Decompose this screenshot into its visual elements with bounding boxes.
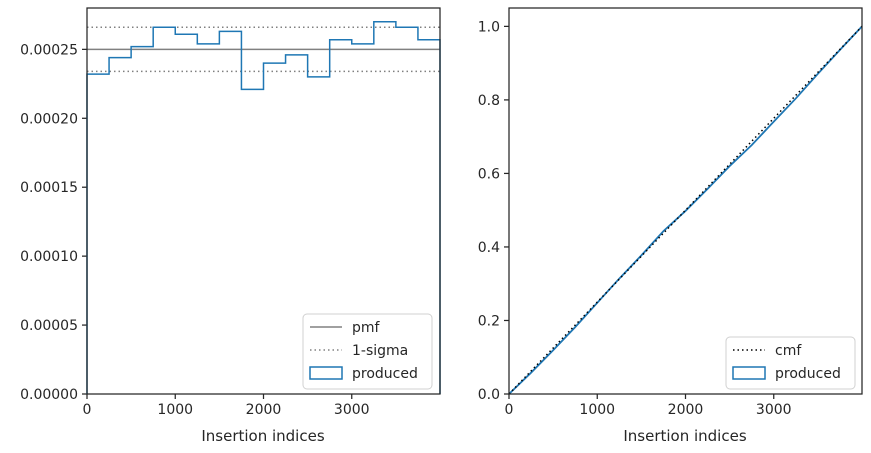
y-tick-label: 0.00005 xyxy=(20,318,78,334)
right-plot-content xyxy=(508,25,863,395)
y-tick-label: 0.4 xyxy=(478,240,500,256)
legend-1-sigma-label: 1-sigma xyxy=(352,343,408,359)
y-tick-label: 0.6 xyxy=(478,166,500,182)
right-plot-area xyxy=(509,8,862,394)
right-axes-frame xyxy=(508,7,863,395)
x-tick-label: 0 xyxy=(83,402,92,418)
x-tick-label: 2000 xyxy=(668,402,704,418)
y-tick-label: 0.00015 xyxy=(20,180,78,196)
y-tick-label: 0.8 xyxy=(478,93,500,109)
legend-pmf-label: pmf xyxy=(352,320,381,336)
right-legend: cmf produced xyxy=(725,336,856,390)
x-tick-label: 2000 xyxy=(246,402,282,418)
left-legend-frame xyxy=(302,313,433,390)
right-chart: 0 1000 2000 3000 0.0 0.2 0.4 0.6 0.8 1.0 Insertio… xyxy=(478,7,863,445)
x-tick-label: 1000 xyxy=(579,402,615,418)
right-xlabel: Insertion indices xyxy=(623,427,746,445)
left-plot-content xyxy=(86,21,441,394)
y-tick-label: 0.00010 xyxy=(20,249,78,265)
left-xlabel: Insertion indices xyxy=(201,427,324,445)
legend-produced-swatch-right xyxy=(732,366,766,380)
legend-produced-label-right: produced xyxy=(775,366,841,382)
left-ticks: 0 1000 2000 3000 0.00000 0.00005 0.00010 0.0001… xyxy=(20,42,369,418)
legend-produced-label-left: produced xyxy=(352,366,418,382)
left-chart: 0 1000 2000 3000 0.00000 0.00005 0.00010 0.0001… xyxy=(20,7,441,445)
left-axes-frame xyxy=(86,7,441,395)
y-tick-label: 0.00000 xyxy=(20,387,78,403)
x-tick-label: 3000 xyxy=(334,402,370,418)
produced-histogram-step xyxy=(86,21,441,394)
y-tick-label: 0.00020 xyxy=(20,111,78,127)
legend-produced-swatch-left xyxy=(309,366,343,380)
legend-cmf-label: cmf xyxy=(775,343,802,359)
right-ticks: 0 1000 2000 3000 0.0 0.2 0.4 0.6 0.8 1.0 xyxy=(478,19,792,418)
y-tick-label: 0.0 xyxy=(478,387,500,403)
x-tick-label: 1000 xyxy=(157,402,193,418)
y-tick-label: 0.00025 xyxy=(20,42,78,58)
x-tick-label: 3000 xyxy=(756,402,792,418)
x-tick-label: 0 xyxy=(505,402,514,418)
y-tick-label: 1.0 xyxy=(478,19,500,35)
y-tick-label: 0.2 xyxy=(478,313,500,329)
right-legend-frame xyxy=(725,336,856,390)
produced-cumulative-line xyxy=(508,25,863,395)
left-legend: pmf 1-sigma produced xyxy=(302,313,433,390)
